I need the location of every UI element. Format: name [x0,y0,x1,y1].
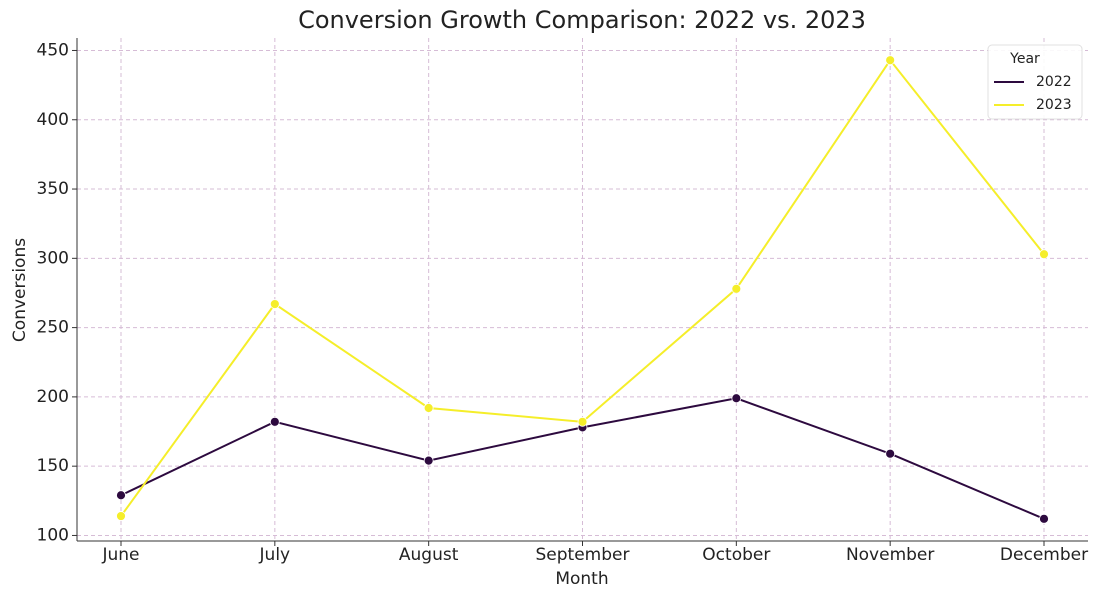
x-tick-label: December [1000,545,1088,565]
point [577,416,588,427]
y-tick-label: 450 [37,40,69,60]
point [1039,249,1049,260]
point [423,403,434,413]
y-tick-label: 400 [37,110,69,130]
legend-label: 2022 [1036,74,1072,90]
y-tick-label: 200 [37,387,69,407]
x-tick-label: August [399,545,459,565]
y-axis-label: Conversions [10,238,30,342]
legend-box [987,44,1083,120]
legend-title: Year [1009,51,1040,67]
point [423,455,434,466]
point [269,416,280,427]
x-tick-label: October [702,545,770,565]
point [116,490,126,501]
y-tick-label: 350 [37,179,69,199]
y-tick-label: 100 [37,525,69,545]
x-tick-label: September [536,545,630,565]
x-axis-label: Month [555,569,608,589]
x-tick-label: July [259,545,291,565]
point [116,511,126,521]
point [731,283,742,294]
legend-label: 2023 [1036,97,1072,113]
chart-title: Conversion Growth Comparison: 2022 vs. 2… [298,6,866,34]
y-tick-label: 150 [37,456,69,476]
x-tick-label: November [846,545,934,565]
point [269,299,280,309]
point [731,393,742,404]
x-tick-label: June [101,545,139,565]
point [885,448,896,459]
point [885,55,896,66]
point [1039,513,1049,524]
y-tick-label: 250 [37,318,69,338]
y-tick-label: 300 [37,248,69,268]
